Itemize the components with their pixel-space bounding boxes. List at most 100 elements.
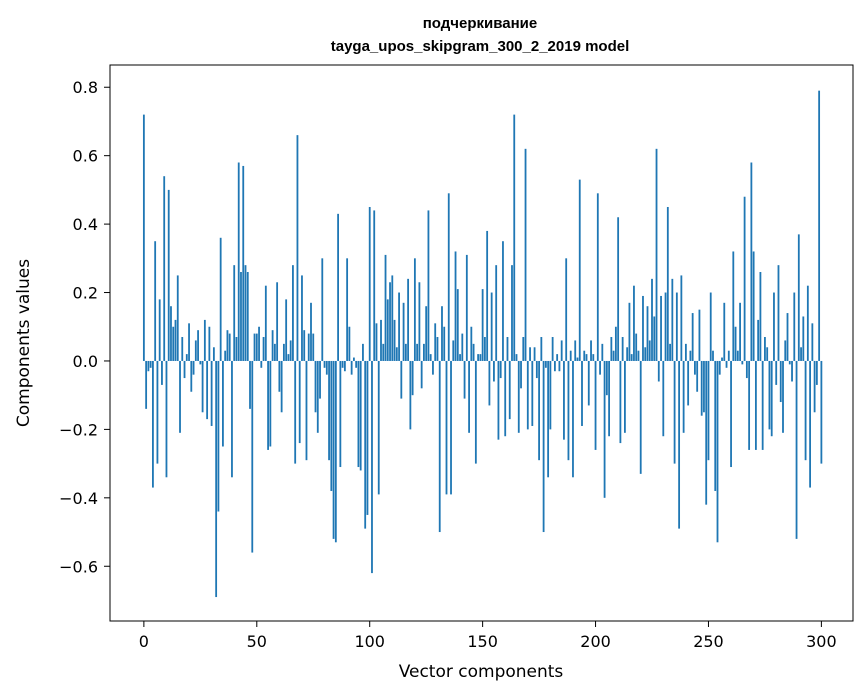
bar-213 <box>624 360 626 433</box>
bar-31 <box>212 347 215 361</box>
bar-156 <box>495 265 498 361</box>
bar-112 <box>395 347 398 361</box>
bar-146 <box>472 343 475 361</box>
bar-119 <box>411 360 414 396</box>
bar-167 <box>520 360 522 389</box>
bar-225 <box>651 278 653 361</box>
bar-244 <box>694 360 696 375</box>
bar-58 <box>273 343 276 361</box>
x-tick-label: 150 <box>467 632 498 651</box>
bar-187 <box>565 258 568 361</box>
bar-273 <box>759 272 762 361</box>
bar-207 <box>610 337 613 361</box>
bar-25 <box>199 360 202 365</box>
bar-201 <box>596 193 599 361</box>
bar-86 <box>337 213 339 361</box>
bar-75 <box>312 333 315 361</box>
bar-105 <box>380 319 382 361</box>
bar-147 <box>474 360 477 464</box>
bar-295 <box>809 360 811 488</box>
bar-88 <box>341 360 344 368</box>
bar-73 <box>307 333 310 361</box>
bar-114 <box>400 360 403 399</box>
bar-90 <box>346 258 349 361</box>
bar-94 <box>355 360 358 368</box>
bar-129 <box>434 323 437 361</box>
bar-98 <box>364 360 367 529</box>
bar-20 <box>188 323 190 361</box>
bar-281 <box>777 265 780 361</box>
bar-40 <box>233 265 236 361</box>
bar-291 <box>800 347 802 361</box>
bar-28 <box>206 360 209 420</box>
bar-176 <box>540 337 543 361</box>
bar-194 <box>581 360 583 426</box>
bar-32 <box>215 360 218 598</box>
bar-297 <box>813 360 816 413</box>
bar-172 <box>531 360 534 426</box>
bar-126 <box>427 210 430 361</box>
bar-240 <box>684 343 687 361</box>
bar-44 <box>242 165 245 361</box>
bar-276 <box>766 347 769 361</box>
bar-0 <box>142 114 145 361</box>
bar-27 <box>203 319 206 361</box>
bar-197 <box>587 360 590 406</box>
bar-222 <box>644 347 647 361</box>
bar-180 <box>549 360 552 430</box>
bar-4 <box>152 360 154 488</box>
bar-249 <box>705 360 708 505</box>
bar-284 <box>784 340 787 361</box>
bar-198 <box>590 340 592 361</box>
bar-19 <box>185 354 188 361</box>
bar-123 <box>420 360 423 389</box>
bar-83 <box>330 360 333 491</box>
bar-116 <box>404 343 407 361</box>
bar-290 <box>797 234 800 361</box>
bar-36 <box>224 350 227 361</box>
bar-162 <box>508 360 511 420</box>
bar-258 <box>725 360 728 368</box>
bar-266 <box>743 196 746 361</box>
bar-93 <box>353 357 355 361</box>
bar-14 <box>174 319 177 361</box>
bar-226 <box>653 316 656 361</box>
bar-46 <box>246 272 249 361</box>
bar-205 <box>605 360 608 396</box>
bar-149 <box>479 354 482 361</box>
bar-286 <box>788 360 791 365</box>
bar-175 <box>538 360 540 461</box>
bar-241 <box>687 360 690 406</box>
bar-219 <box>637 350 640 361</box>
bar-125 <box>425 306 428 361</box>
bar-108 <box>386 299 389 361</box>
bar-190 <box>572 360 574 478</box>
bar-63 <box>285 299 288 361</box>
bar-270 <box>752 251 755 361</box>
bar-17 <box>181 337 184 361</box>
bar-285 <box>786 313 789 361</box>
bar-248 <box>703 360 705 413</box>
bar-78 <box>319 360 321 399</box>
bar-189 <box>569 350 572 361</box>
bar-26 <box>201 360 204 413</box>
bar-49 <box>253 333 256 361</box>
bar-133 <box>443 326 446 361</box>
bar-122 <box>418 282 421 361</box>
bar-72 <box>305 360 308 461</box>
bar-267 <box>745 360 748 379</box>
bar-103 <box>375 323 378 361</box>
bar-52 <box>260 360 263 368</box>
bar-186 <box>563 360 565 440</box>
bar-265 <box>741 360 744 365</box>
bar-34 <box>219 237 222 361</box>
bar-193 <box>578 179 581 361</box>
bar-260 <box>730 360 732 468</box>
bar-214 <box>626 347 629 361</box>
bar-188 <box>567 360 570 461</box>
bar-200 <box>594 360 597 450</box>
bar-253 <box>714 360 717 491</box>
bar-29 <box>208 326 211 361</box>
x-tick-label: 250 <box>693 632 724 651</box>
bar-12 <box>170 306 172 361</box>
